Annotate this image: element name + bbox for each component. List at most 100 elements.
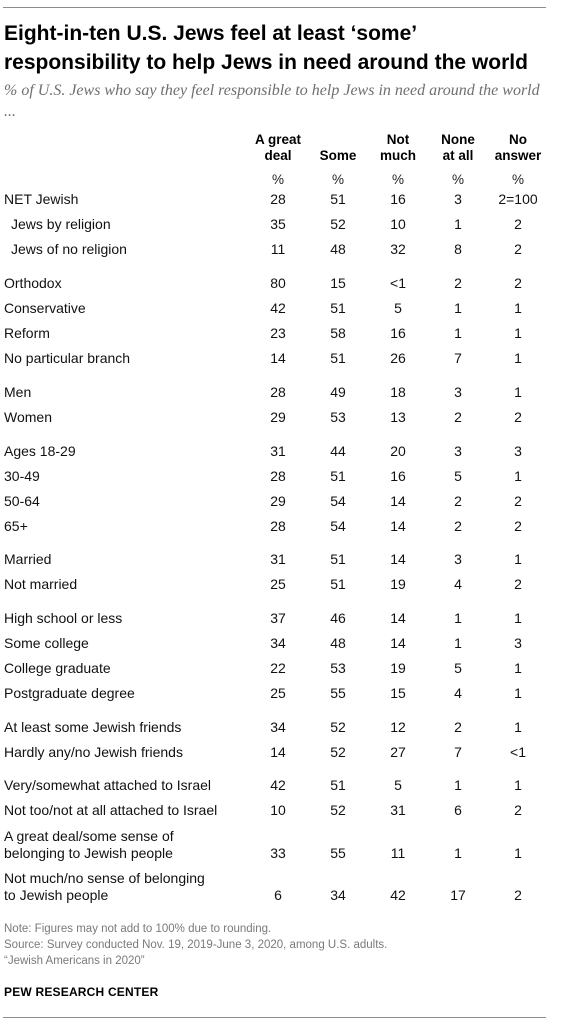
cell-great-deal: 42 xyxy=(270,300,286,316)
cell-none-at-all: 1 xyxy=(454,216,462,232)
cell-great-deal: 28 xyxy=(270,384,286,400)
chart-title: Eight-in-ten U.S. Jews feel at least ‘so… xyxy=(4,22,528,74)
cell-none-at-all: 2 xyxy=(454,409,462,425)
cell-none-at-all: 1 xyxy=(454,300,462,316)
table-row: Ages 18-29 31 44 20 3 3 xyxy=(0,434,567,464)
cell-some: 51 xyxy=(330,350,346,366)
cell-some: 15 xyxy=(330,275,346,291)
top-rule xyxy=(3,7,546,8)
cell-not-much: 15 xyxy=(390,685,406,701)
chart-subtitle: % of U.S. Jews who say they feel respons… xyxy=(4,82,540,120)
cell-some: 44 xyxy=(330,443,346,459)
cell-not-much: <1 xyxy=(390,275,406,291)
cell-not-much: 11 xyxy=(390,845,406,861)
cell-none-at-all: 3 xyxy=(454,191,462,207)
column-header-not-much: Not much xyxy=(379,132,416,163)
cell-great-deal: 25 xyxy=(270,685,286,701)
cell-some: 51 xyxy=(330,191,346,207)
cell-some: 53 xyxy=(330,660,346,676)
table-row: Men 28 49 18 3 1 xyxy=(0,375,567,405)
cell-none-at-all: 1 xyxy=(454,325,462,341)
column-unit-no-answer: % xyxy=(511,172,524,187)
row-label: Men xyxy=(4,384,32,400)
cell-great-deal: 37 xyxy=(270,610,286,626)
row-label: Conservative xyxy=(4,300,86,316)
column-header-none-at-all: None at all xyxy=(441,132,475,163)
cell-not-much: 14 xyxy=(390,493,406,509)
cell-great-deal: 6 xyxy=(274,887,282,903)
cell-some: 52 xyxy=(330,744,346,760)
cell-not-much: 14 xyxy=(390,551,406,567)
cell-some: 51 xyxy=(330,777,346,793)
table-row: College graduate 22 53 19 5 1 xyxy=(0,651,567,681)
cell-great-deal: 31 xyxy=(270,551,286,567)
cell-no-answer: 2 xyxy=(514,576,522,592)
cell-no-answer: 1 xyxy=(514,300,522,316)
cell-none-at-all: 7 xyxy=(454,744,462,760)
cell-great-deal: 11 xyxy=(270,241,286,257)
bottom-rule xyxy=(3,1017,546,1018)
table-row: 65+ 28 54 14 2 2 xyxy=(0,509,567,539)
cell-no-answer: 2 xyxy=(514,275,522,291)
column-unit-great-deal: % xyxy=(271,172,284,187)
cell-none-at-all: 2 xyxy=(454,493,462,509)
cell-some: 48 xyxy=(330,241,346,257)
note-report-title: “Jewish Americans in 2020” xyxy=(4,955,145,967)
cell-great-deal: 80 xyxy=(270,275,286,291)
column-header-great-deal: A great deal xyxy=(254,132,301,163)
row-label: Not married xyxy=(4,576,78,592)
cell-great-deal: 33 xyxy=(270,845,286,861)
cell-some: 53 xyxy=(330,409,346,425)
cell-no-answer: 2=100 xyxy=(498,191,538,207)
column-unit-not-much: % xyxy=(391,172,404,187)
table-row: 30-49 28 51 16 5 1 xyxy=(0,459,567,489)
cell-not-much: 20 xyxy=(390,443,406,459)
table-row: Hardly any/no Jewish friends 14 52 27 7 <1 xyxy=(0,735,567,765)
cell-great-deal: 42 xyxy=(270,777,286,793)
row-label: Orthodox xyxy=(4,275,62,291)
cell-great-deal: 29 xyxy=(270,493,286,509)
cell-no-answer: 1 xyxy=(514,845,522,861)
cell-not-much: 16 xyxy=(390,468,406,484)
cell-some: 48 xyxy=(330,635,346,651)
table-row: NET Jewish 28 51 16 3 2=100 xyxy=(0,182,567,212)
table-row: Jews of no religion 11 48 32 8 2 xyxy=(0,232,567,262)
cell-no-answer: 2 xyxy=(514,887,522,903)
cell-no-answer: 2 xyxy=(514,518,522,534)
cell-no-answer: 1 xyxy=(514,610,522,626)
cell-no-answer: 1 xyxy=(514,551,522,567)
table-row: Orthodox 80 15 <1 2 2 xyxy=(0,266,567,296)
cell-none-at-all: 3 xyxy=(454,551,462,567)
row-label: 65+ xyxy=(4,518,28,534)
cell-not-much: 14 xyxy=(390,610,406,626)
cell-no-answer: 2 xyxy=(514,409,522,425)
table-row: Jews by religion 35 52 10 1 2 xyxy=(0,207,567,237)
cell-some: 51 xyxy=(330,576,346,592)
cell-no-answer: 3 xyxy=(514,443,522,459)
cell-no-answer: 1 xyxy=(514,468,522,484)
cell-none-at-all: 3 xyxy=(454,443,462,459)
cell-some: 52 xyxy=(330,719,346,735)
cell-no-answer: 1 xyxy=(514,350,522,366)
cell-great-deal: 28 xyxy=(270,191,286,207)
cell-great-deal: 22 xyxy=(270,660,286,676)
cell-great-deal: 28 xyxy=(270,518,286,534)
table-row: Not married 25 51 19 4 2 xyxy=(0,567,567,597)
cell-not-much: 12 xyxy=(390,719,406,735)
cell-not-much: 13 xyxy=(390,409,406,425)
cell-no-answer: 2 xyxy=(514,216,522,232)
cell-great-deal: 34 xyxy=(270,719,286,735)
cell-none-at-all: 4 xyxy=(454,685,462,701)
row-label: No particular branch xyxy=(4,350,131,366)
cell-no-answer: <1 xyxy=(510,744,526,760)
cell-not-much: 14 xyxy=(390,518,406,534)
table-row: Postgraduate degree 25 55 15 4 1 xyxy=(0,676,567,706)
cell-not-much: 42 xyxy=(390,887,406,903)
cell-none-at-all: 17 xyxy=(450,887,466,903)
table-row: Very/somewhat attached to Israel 42 51 5 1 1 xyxy=(0,768,567,798)
cell-no-answer: 1 xyxy=(514,719,522,735)
cell-not-much: 16 xyxy=(390,191,406,207)
cell-great-deal: 14 xyxy=(270,744,286,760)
cell-none-at-all: 5 xyxy=(454,468,462,484)
table-row: Women 29 53 13 2 2 xyxy=(0,400,567,430)
